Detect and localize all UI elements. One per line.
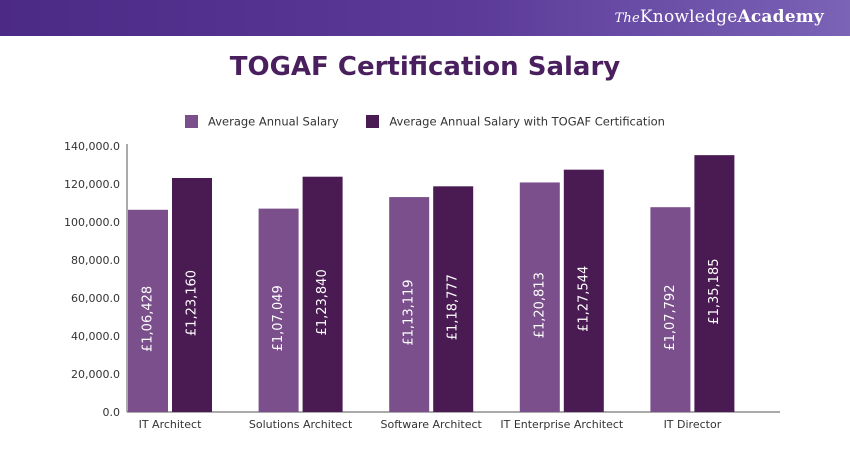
y-tick-label: 120,000.0 bbox=[64, 178, 120, 191]
bar-value-label: £1,35,185 bbox=[707, 258, 722, 324]
bar-value-label: £1,07,792 bbox=[663, 285, 678, 351]
y-tick-label: 40,000.0 bbox=[71, 330, 120, 343]
x-tick-label: IT Director bbox=[664, 418, 722, 431]
bar bbox=[694, 155, 735, 412]
x-tick-label: IT Architect bbox=[139, 418, 202, 431]
bar-value-label: £1,27,544 bbox=[576, 266, 591, 332]
y-tick-label: 80,000.0 bbox=[71, 254, 120, 267]
bar-value-label: £1,20,813 bbox=[532, 272, 547, 338]
bar bbox=[302, 176, 343, 412]
y-tick-label: 100,000.0 bbox=[64, 216, 120, 229]
bar-value-label: £1,18,777 bbox=[446, 274, 461, 340]
bar bbox=[519, 182, 560, 412]
brand-knowledge: Knowledge bbox=[639, 7, 738, 27]
legend-item-togaf: Average Annual Salary with TOGAF Certifi… bbox=[366, 114, 665, 129]
y-tick-label: 20,000.0 bbox=[71, 368, 120, 381]
legend-swatch-avg bbox=[185, 115, 199, 129]
y-tick-label: 140,000.0 bbox=[64, 140, 120, 153]
legend: Average Annual Salary Average Annual Sal… bbox=[0, 114, 850, 129]
bar bbox=[258, 208, 299, 412]
brand-academy: Academy bbox=[737, 7, 824, 27]
bar bbox=[128, 209, 168, 412]
bar bbox=[563, 169, 604, 412]
bar-value-label: £1,23,840 bbox=[315, 269, 330, 335]
legend-label-togaf: Average Annual Salary with TOGAF Certifi… bbox=[389, 114, 665, 129]
bar-value-label: £1,06,428 bbox=[141, 286, 156, 352]
y-tick-label: 60,000.0 bbox=[71, 292, 120, 305]
bar bbox=[389, 197, 430, 412]
chart-title: TOGAF Certification Salary bbox=[229, 52, 621, 82]
legend-item-avg: Average Annual Salary bbox=[185, 114, 339, 129]
bar-value-label: £1,13,119 bbox=[402, 279, 417, 345]
top-banner: TheKnowledgeAcademy bbox=[0, 0, 850, 36]
bar-value-label: £1,07,049 bbox=[271, 285, 286, 351]
legend-label-avg: Average Annual Salary bbox=[208, 114, 339, 129]
bar bbox=[650, 207, 691, 412]
brand-logo: TheKnowledgeAcademy bbox=[615, 7, 824, 27]
bar bbox=[433, 186, 474, 412]
x-tick-label: Solutions Architect bbox=[249, 418, 353, 431]
y-tick-label: 0.0 bbox=[103, 406, 121, 419]
bar bbox=[172, 177, 212, 412]
x-tick-label: Software Architect bbox=[381, 418, 483, 431]
legend-swatch-togaf bbox=[366, 115, 380, 129]
x-tick-label: IT Enterprise Architect bbox=[500, 418, 624, 431]
bar-value-label: £1,23,160 bbox=[185, 270, 200, 336]
brand-the: The bbox=[614, 11, 640, 26]
